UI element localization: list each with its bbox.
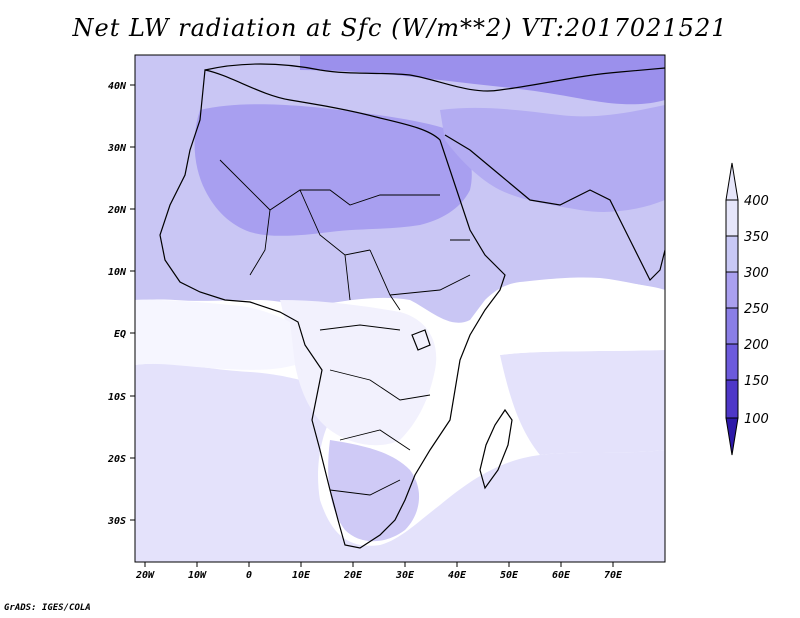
sahara-shading (194, 104, 472, 236)
central-africa-shading (280, 300, 437, 446)
colorbar-label-300: 300 (744, 266, 769, 281)
lon-label-40e: 40E (448, 570, 467, 581)
lon-label-10w: 10W (188, 570, 207, 581)
arabian-coastline (444, 134, 665, 282)
lat-label-10n: 10N (108, 267, 127, 278)
colorbar-label-250: 250 (744, 302, 769, 317)
lat-label-20s: 20S (107, 454, 126, 465)
indian-ocean-shading (485, 280, 665, 355)
east-ocean-shading (500, 350, 665, 455)
map-title: Net LW radiation at Sfc (W/m**2) VT:2017… (72, 14, 728, 42)
lon-label-60e: 60E (552, 570, 571, 581)
lat-axis (130, 84, 135, 521)
lat-label-30s: 30S (107, 516, 126, 527)
lat-label-eq: EQ (114, 329, 126, 340)
grads-credit: GrADS: IGES/COLA (4, 603, 91, 613)
colorbar-segment-200-150 (725, 343, 739, 381)
coastlines (159, 63, 665, 549)
colorbar-segment-400-350 (725, 199, 739, 237)
colorbar (725, 162, 739, 456)
lon-label-10e: 10E (292, 570, 311, 581)
atlantic-shading (135, 299, 295, 370)
interior-borders (219, 159, 471, 496)
colorbar-label-100: 100 (744, 412, 769, 427)
plot-frame (134, 54, 666, 563)
lon-label-20w: 20W (135, 570, 155, 581)
colorbar-label-150: 150 (744, 374, 769, 389)
colorbar-bottom-triangle (725, 417, 739, 456)
colorbar-top-triangle (725, 162, 739, 201)
north-edge-shading (300, 55, 665, 105)
colorbar-segment-350-300 (725, 235, 739, 273)
madagascar-coastline (479, 408, 513, 490)
lon-label-50e: 50E (500, 570, 519, 581)
southern-africa-shading (328, 440, 420, 542)
colorbar-label-350: 350 (744, 230, 769, 245)
africa-coastline (159, 69, 506, 549)
mediterranean-coastline (204, 63, 665, 92)
lake-victoria (411, 329, 431, 351)
southern-ocean-shading (135, 363, 665, 562)
colorbar-segment-250-200 (725, 307, 739, 345)
lat-label-10s: 10S (108, 392, 126, 403)
colorbar-segment-300-250 (725, 271, 739, 309)
lon-axis (144, 562, 614, 567)
lat-label-30n: 30N (107, 143, 127, 154)
colorbar-segment-150-100 (725, 379, 739, 419)
lon-label-0: 0 (246, 570, 252, 581)
lat-label-20n: 20N (107, 205, 127, 216)
lat-label-40n: 40N (108, 81, 127, 92)
shaded-field (135, 55, 665, 562)
lon-label-30e: 30E (395, 570, 415, 581)
arabia-shading (440, 105, 665, 212)
lon-label-20e: 20E (343, 570, 363, 581)
colorbar-label-200: 200 (744, 338, 769, 353)
lon-label-70e: 70E (604, 570, 623, 581)
colorbar-label-400: 400 (744, 194, 769, 209)
